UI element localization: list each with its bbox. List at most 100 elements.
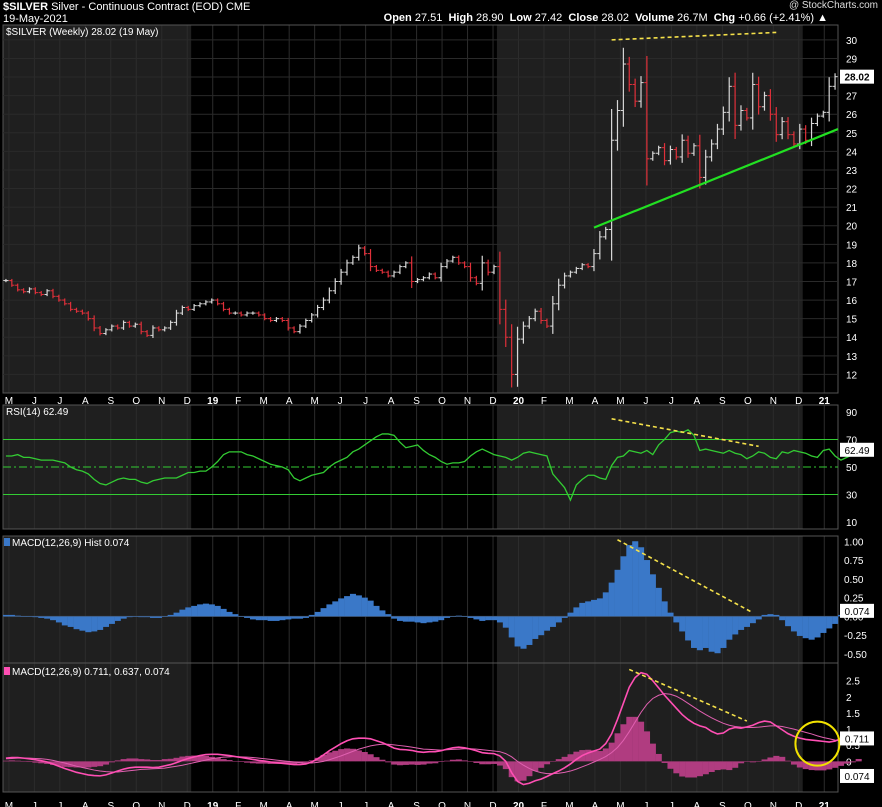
macd-hist-last-badge-text: 0.074: [844, 772, 869, 783]
hist-legend: MACD(12,26,9) Hist 0.074: [12, 538, 130, 549]
hist-bar: [655, 587, 662, 617]
macd-hist-bar: [226, 760, 233, 762]
macd-hist-bar: [361, 752, 368, 762]
hist-bar: [385, 614, 392, 617]
x-tick-label: N: [770, 801, 777, 807]
chart-title: $SILVER Silver - Continuous Contract (EO…: [3, 1, 250, 13]
macd-hist-bar: [232, 761, 239, 762]
hist-bar: [308, 614, 315, 617]
chart-date: 19-May-2021: [3, 13, 68, 25]
macd-hist-bar: [767, 757, 774, 762]
hist-bar: [567, 612, 574, 617]
macd-hist-bar: [449, 759, 456, 762]
hist-bar: [520, 616, 527, 649]
x-tick-label: M: [5, 801, 13, 807]
hist-bar: [685, 616, 692, 641]
macd-hist-bar: [838, 761, 845, 766]
hist-bar: [338, 598, 345, 617]
x-tick-label: J: [363, 396, 368, 407]
high-value: 28.90: [476, 12, 504, 24]
x-tick-label: N: [770, 396, 777, 407]
x-tick-label: O: [438, 801, 446, 807]
hist-bar: [3, 614, 10, 617]
hist-divergence-line: [617, 539, 754, 614]
high-label: High: [448, 12, 473, 24]
macd-hist-bar: [202, 755, 210, 762]
hist-bar: [302, 616, 309, 618]
macd-hist-bar: [743, 761, 750, 762]
rsi-last-badge: [840, 442, 874, 457]
hist-bar: [814, 616, 821, 638]
x-tick-label: D: [184, 801, 191, 807]
hist-bar: [438, 616, 445, 621]
price-legend: $SILVER (Weekly) 28.02 (19 May): [6, 27, 158, 38]
x-tick-label: 21: [819, 396, 831, 407]
hist-bar: [32, 616, 39, 618]
year-shade-band: [3, 536, 192, 663]
hist-tick-label: 1.00: [844, 537, 864, 548]
macd-hist-bar: [826, 761, 833, 770]
hist-bar: [673, 616, 680, 623]
x-tick-label: J: [643, 396, 648, 407]
hist-bar: [150, 616, 157, 618]
macd-hist-bar: [179, 756, 186, 762]
hist-bar: [332, 601, 339, 617]
macd-hist-bar: [432, 761, 439, 764]
macd-hist-bar: [696, 761, 703, 777]
hist-bar: [179, 609, 186, 617]
price-tick-label: 22: [846, 185, 858, 196]
x-tick-label: J: [669, 396, 674, 407]
x-tick-label: A: [82, 801, 89, 807]
x-tick-label: N: [158, 801, 165, 807]
hist-bar: [361, 597, 368, 617]
hist-bar: [549, 616, 556, 627]
x-tick-label: O: [744, 396, 752, 407]
rsi-divergence-line: [611, 417, 759, 448]
macd-hist-bar: [302, 761, 309, 763]
x-tick-label: N: [464, 396, 471, 407]
macd-hist-bar: [802, 761, 809, 770]
price-last-badge-text: 28.02: [844, 73, 869, 84]
hist-bar: [102, 616, 110, 627]
macd-hist-bar: [479, 761, 486, 765]
price-tick-label: 15: [846, 315, 858, 326]
macd-hist-bar: [655, 753, 662, 762]
macd-legend: MACD(12,26,9) 0.711, 0.637, 0.074: [12, 667, 170, 678]
hist-bar: [579, 602, 586, 617]
hist-bar: [708, 616, 715, 652]
macd-hist-bar: [820, 761, 827, 771]
macd-hist-bar: [573, 751, 580, 762]
macd-hist-bar: [8, 760, 15, 762]
hist-bar: [485, 616, 492, 621]
price-tick-label: 20: [846, 222, 858, 233]
macd-hist-bar: [726, 761, 733, 771]
price-tick-label: 26: [846, 110, 858, 121]
x-tick-label: O: [438, 396, 446, 407]
macd-hist-bar: [385, 761, 392, 763]
hist-bar: [455, 615, 462, 617]
macd-hist-bar: [673, 761, 680, 774]
hist-bar: [191, 605, 198, 617]
hist-bar: [267, 616, 274, 621]
x-tick-label: D: [184, 396, 191, 407]
macd-hist-bar: [649, 743, 656, 762]
macd-hist-bar: [549, 761, 556, 762]
macd-hist-bar: [591, 750, 598, 762]
macd-hist-bar: [26, 761, 33, 763]
hist-bar: [61, 616, 68, 626]
macd-hist-bar: [355, 750, 362, 762]
macd-hist-bar: [555, 759, 562, 762]
x-tick-label: M: [616, 396, 624, 407]
x-tick-label: S: [719, 801, 726, 807]
hist-bar: [638, 547, 645, 617]
hist-bar: [643, 560, 651, 617]
ohlc-readout: Open 27.51 High 28.90 Low 27.42 Close 28…: [384, 12, 828, 24]
hist-bar: [8, 614, 15, 617]
macd-tick-label: 1: [846, 725, 852, 736]
hist-bar: [561, 616, 568, 618]
year-shade-band: [3, 663, 192, 792]
volume-value: 26.7M: [677, 12, 708, 24]
macd-hist-bar: [61, 761, 68, 767]
macd-hist-bar: [538, 761, 545, 768]
